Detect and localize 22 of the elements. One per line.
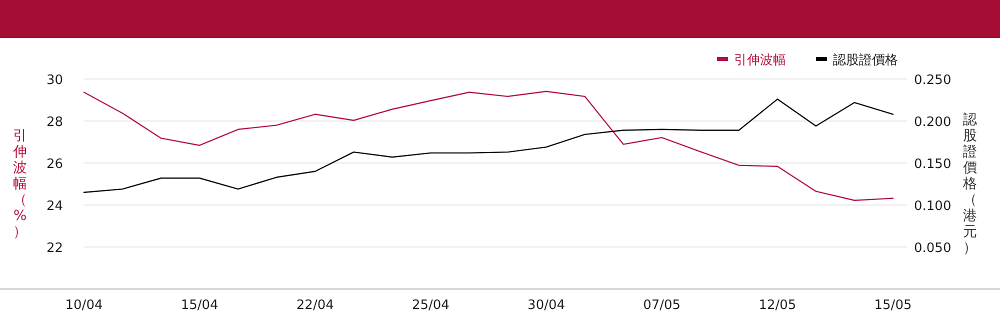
y2-tick-label: 0.200 [914,115,952,130]
y-axis-title: 引伸波幅（%） [12,128,27,240]
y2-tick-label: 0.150 [914,157,952,172]
x-tick-label: 22/04 [296,298,334,313]
x-tick-label: 12/05 [758,298,796,313]
x-tick-label: 15/05 [874,298,912,313]
y-tick-label: 28 [46,115,63,130]
y-tick-label: 26 [46,157,63,172]
y-tick-label: 24 [46,199,63,214]
x-tick-label: 15/04 [180,298,218,313]
text: 認股證價格（港元） [963,112,977,256]
y2-tick-label: 0.050 [914,241,952,256]
y-tick-label: 30 [46,73,63,88]
y-tick-label: 22 [46,241,63,256]
x-tick-label: 10/04 [65,298,103,313]
y2-tick-label: 0.250 [914,73,952,88]
x-tick-label: 07/05 [643,298,681,313]
legend-label: 引伸波幅 [734,53,786,68]
x-tick-label: 25/04 [412,298,450,313]
legend-label: 認股證價格 [833,53,898,68]
x-tick-label: 30/04 [528,298,566,313]
y2-tick-label: 0.100 [914,199,952,214]
